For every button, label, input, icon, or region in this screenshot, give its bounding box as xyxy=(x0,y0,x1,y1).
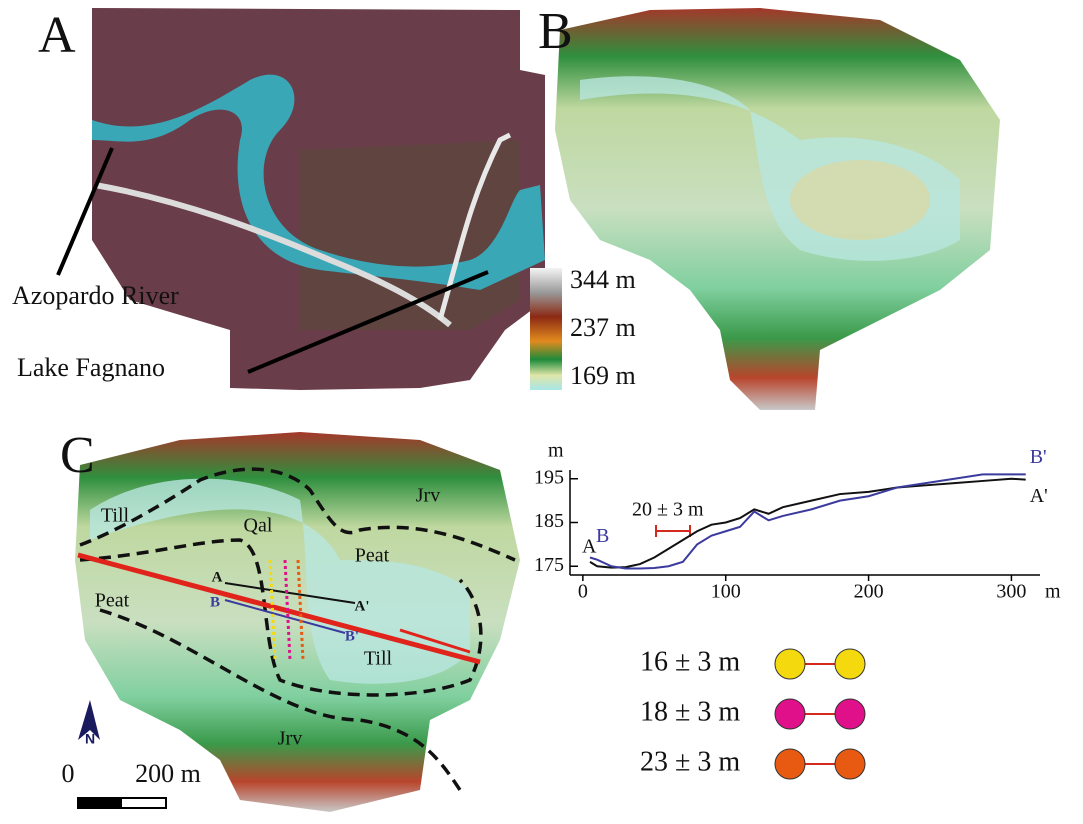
panel-label: B xyxy=(538,3,573,60)
offset-label: 18 ± 3 m xyxy=(640,696,740,727)
annotation: 20 ± 3 m xyxy=(632,499,704,521)
offset-marker xyxy=(835,649,865,679)
panel-label: C xyxy=(60,427,95,484)
y-axis-label: m xyxy=(548,440,564,462)
map-b xyxy=(555,8,1000,410)
x-tick-label: 300 xyxy=(996,581,1026,603)
offset-marker xyxy=(775,749,805,779)
unit-label: Till xyxy=(364,648,393,670)
river-label: Azopardo River xyxy=(12,281,179,310)
x-tick-label: 200 xyxy=(854,581,884,603)
scale-label: 200 m xyxy=(135,759,201,788)
colorbar xyxy=(530,268,562,390)
north-label: N xyxy=(85,731,95,747)
offset-marker xyxy=(775,649,805,679)
panel-label: A xyxy=(38,7,76,64)
y-tick-label: 185 xyxy=(534,510,564,532)
offset-label: 23 ± 3 m xyxy=(640,746,740,777)
profile-start-label: A xyxy=(582,535,597,557)
y-tick-label: 175 xyxy=(534,554,564,576)
unit-label: Peat xyxy=(95,590,130,612)
profile-end-label: B' xyxy=(1030,446,1047,468)
unit-label: Jrv xyxy=(278,728,302,750)
offset-marker xyxy=(835,699,865,729)
profile-end-label: A' xyxy=(1030,485,1048,507)
unit-label: Jrv xyxy=(416,485,440,507)
figure: A Azopardo River Lake Fagnano B 344 m 23… xyxy=(0,0,1083,824)
profile-line xyxy=(590,474,1026,568)
profile-label: B' xyxy=(345,628,359,644)
profile-label: A xyxy=(212,569,223,585)
colorbar-label: 344 m xyxy=(570,265,636,294)
x-axis-label: m xyxy=(1045,581,1061,603)
profile-chart xyxy=(570,470,1040,575)
scale-label: 0 xyxy=(62,759,75,788)
map-c xyxy=(75,432,520,812)
profile-label: B xyxy=(210,594,220,610)
x-tick-label: 100 xyxy=(711,581,741,603)
profile-line xyxy=(590,479,1026,568)
profile-label: A' xyxy=(355,598,370,614)
offset-label: 16 ± 3 m xyxy=(640,646,740,677)
colorbar-label: 169 m xyxy=(570,361,636,390)
y-tick-label: 195 xyxy=(534,466,564,488)
map-a xyxy=(58,8,545,390)
profile-start-label: B xyxy=(596,525,609,547)
unit-label: Till xyxy=(101,505,130,527)
lake-label: Lake Fagnano xyxy=(17,353,165,382)
x-tick-label: 0 xyxy=(578,581,588,603)
unit-label: Peat xyxy=(355,545,390,567)
offset-marker xyxy=(775,699,805,729)
colorbar-label: 237 m xyxy=(570,313,636,342)
offset-marker xyxy=(835,749,865,779)
unit-label: Qal xyxy=(244,515,273,537)
